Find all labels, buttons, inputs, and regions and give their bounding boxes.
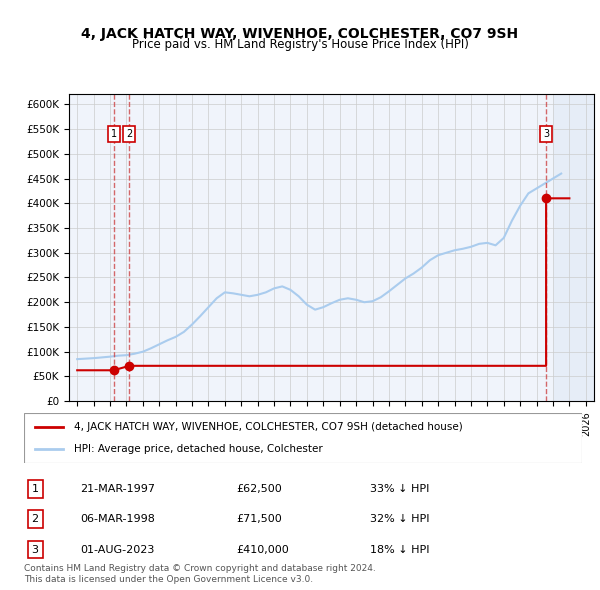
Text: 21-MAR-1997: 21-MAR-1997	[80, 484, 155, 494]
FancyBboxPatch shape	[24, 413, 582, 463]
Text: 18% ↓ HPI: 18% ↓ HPI	[370, 545, 430, 555]
Text: 06-MAR-1998: 06-MAR-1998	[80, 514, 155, 525]
Text: 32% ↓ HPI: 32% ↓ HPI	[370, 514, 430, 525]
Text: HPI: Average price, detached house, Colchester: HPI: Average price, detached house, Colc…	[74, 444, 323, 454]
Bar	[553, 94, 594, 401]
Text: Price paid vs. HM Land Registry's House Price Index (HPI): Price paid vs. HM Land Registry's House …	[131, 38, 469, 51]
Text: 33% ↓ HPI: 33% ↓ HPI	[370, 484, 430, 494]
Text: 3: 3	[32, 545, 38, 555]
Text: This data is licensed under the Open Government Licence v3.0.: This data is licensed under the Open Gov…	[24, 575, 313, 584]
Text: 4, JACK HATCH WAY, WIVENHOE, COLCHESTER, CO7 9SH: 4, JACK HATCH WAY, WIVENHOE, COLCHESTER,…	[82, 27, 518, 41]
Text: 1: 1	[32, 484, 38, 494]
Text: 3: 3	[543, 129, 549, 139]
Text: 2: 2	[126, 129, 133, 139]
Text: 1: 1	[110, 129, 116, 139]
Text: Contains HM Land Registry data © Crown copyright and database right 2024.: Contains HM Land Registry data © Crown c…	[24, 563, 376, 572]
Text: £410,000: £410,000	[236, 545, 289, 555]
Text: 01-AUG-2023: 01-AUG-2023	[80, 545, 154, 555]
Text: 4, JACK HATCH WAY, WIVENHOE, COLCHESTER, CO7 9SH (detached house): 4, JACK HATCH WAY, WIVENHOE, COLCHESTER,…	[74, 422, 463, 432]
Text: 2: 2	[32, 514, 39, 525]
Text: £62,500: £62,500	[236, 484, 282, 494]
Text: £71,500: £71,500	[236, 514, 282, 525]
